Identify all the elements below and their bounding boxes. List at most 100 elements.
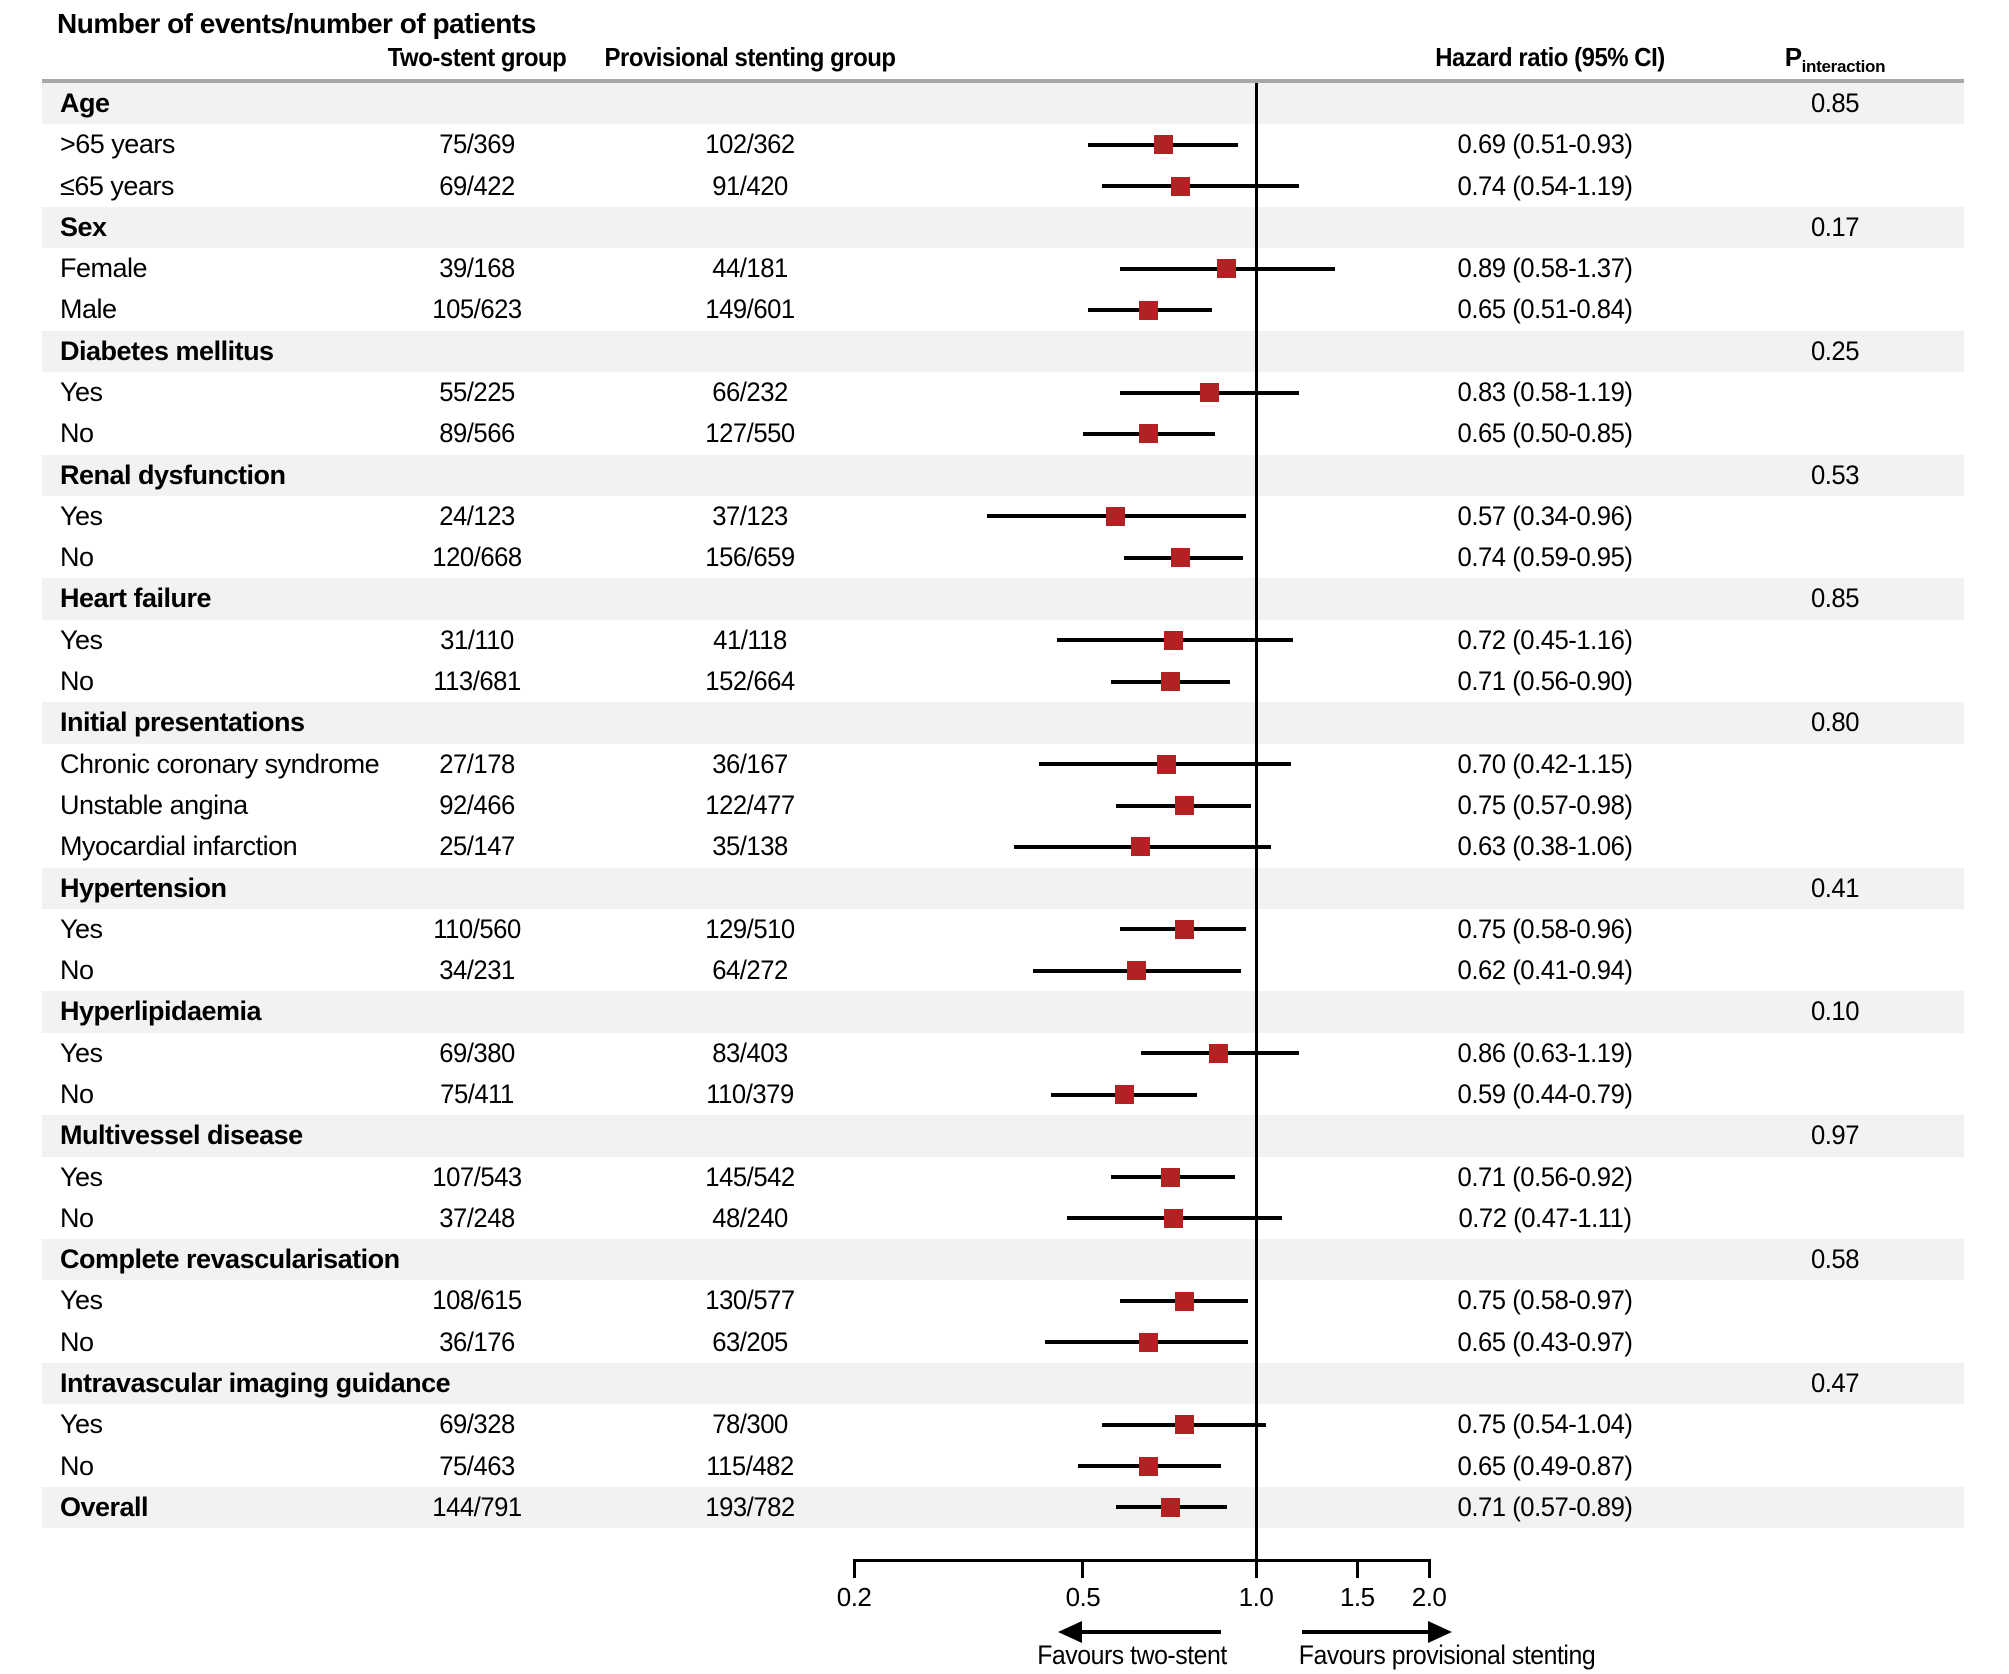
hr-marker [1174, 1415, 1194, 1435]
two-stent-value: 69/422 [439, 170, 515, 201]
left-arrow-icon [1058, 1621, 1082, 1643]
two-stent-value: 113/681 [433, 666, 521, 697]
provisional-value: 91/420 [712, 170, 788, 201]
two-stent-value: 27/178 [439, 748, 515, 779]
row-label: Yes [60, 377, 103, 408]
row-label: >65 years [60, 129, 175, 160]
x-axis-tick [852, 1559, 856, 1578]
two-stent-value: 75/411 [440, 1078, 514, 1109]
column-header-provisional: Provisional stenting group [604, 42, 896, 72]
provisional-value: 35/138 [712, 831, 788, 862]
row-label: No [60, 542, 94, 573]
row-band [42, 1486, 1964, 1529]
two-stent-value: 75/369 [439, 129, 515, 160]
row-label: Hyperlipidaemia [60, 996, 262, 1027]
hazard-ratio-text: 0.70 (0.42-1.15) [1457, 748, 1633, 779]
hazard-ratio-text: 0.62 (0.41-0.94) [1457, 955, 1633, 986]
column-header-hazard-ratio: Hazard ratio (95% CI) [1435, 42, 1665, 72]
table-row: Female 39/168 44/181 0.89 (0.58-1.37) [0, 248, 2009, 289]
column-header-p-interaction: Pinteraction [1784, 42, 1886, 77]
row-label: Diabetes mellitus [60, 335, 274, 366]
row-label: Initial presentations [60, 707, 305, 738]
row-label: Male [60, 294, 117, 325]
row-band [42, 330, 1964, 373]
hr-marker [1164, 1208, 1184, 1228]
two-stent-value: 75/463 [439, 1450, 515, 1481]
row-label: Hypertension [60, 872, 227, 903]
provisional-value: 149/601 [705, 294, 795, 325]
provisional-value: 110/379 [706, 1078, 794, 1109]
table-row: Renal dysfunction 0.53 [0, 454, 2009, 496]
two-stent-value: 120/668 [432, 542, 522, 573]
provisional-value: 127/550 [705, 418, 795, 449]
provisional-value: 102/362 [705, 129, 795, 160]
row-band [42, 83, 1964, 125]
hr-marker [1174, 1291, 1194, 1311]
hazard-ratio-text: 0.83 (0.58-1.19) [1457, 377, 1633, 408]
column-header-two-stent: Two-stent group [387, 42, 567, 72]
row-label: Complete revascularisation [60, 1244, 400, 1275]
hazard-ratio-text: 0.71 (0.56-0.92) [1457, 1161, 1633, 1192]
left-arrow-shaft [1080, 1630, 1221, 1634]
provisional-value: 129/510 [705, 913, 795, 944]
row-label: Age [60, 88, 110, 118]
hr-marker [1138, 1456, 1158, 1476]
provisional-value: 115/482 [706, 1450, 794, 1481]
hazard-ratio-text: 0.75 (0.57-0.98) [1457, 789, 1633, 820]
p-interaction-value: 0.17 [1810, 211, 1860, 242]
hr-marker [1217, 259, 1237, 279]
p-interaction-value: 0.85 [1810, 88, 1860, 118]
p-interaction-value: 0.25 [1810, 335, 1860, 366]
p-interaction-value: 0.80 [1810, 707, 1860, 738]
two-stent-value: 37/248 [439, 1202, 515, 1233]
table-row: No 36/176 63/205 0.65 (0.43-0.97) [0, 1322, 2009, 1363]
two-stent-value: 108/615 [432, 1285, 522, 1316]
two-stent-value: 69/328 [439, 1409, 515, 1440]
row-band [42, 1115, 1964, 1157]
table-row: Overall 144/791 193/782 0.71 (0.57-0.89) [0, 1486, 2009, 1529]
provisional-value: 64/272 [712, 955, 788, 986]
hr-marker [1171, 548, 1191, 568]
hr-marker [1138, 300, 1158, 320]
two-stent-value: 36/176 [439, 1326, 515, 1357]
p-interaction-value: 0.41 [1810, 872, 1860, 903]
row-band [42, 206, 1964, 249]
row-label: Myocardial infarction [60, 831, 298, 862]
x-axis-tick [1254, 1559, 1258, 1578]
table-row: Yes 55/225 66/232 0.83 (0.58-1.19) [0, 372, 2009, 413]
hazard-ratio-text: 0.65 (0.49-0.87) [1457, 1450, 1633, 1481]
provisional-value: 145/542 [705, 1161, 795, 1192]
provisional-value: 41/118 [713, 624, 787, 655]
row-label: No [60, 955, 94, 986]
reference-line-hr-1 [1254, 83, 1258, 1577]
hr-marker [1199, 383, 1219, 403]
hazard-ratio-text: 0.63 (0.38-1.06) [1457, 831, 1633, 862]
hr-marker [1160, 672, 1180, 692]
provisional-value: 156/659 [705, 542, 795, 573]
hazard-ratio-text: 0.75 (0.54-1.04) [1457, 1409, 1633, 1440]
table-row: Yes 69/380 83/403 0.86 (0.63-1.19) [0, 1033, 2009, 1074]
provisional-value: 37/123 [712, 500, 788, 531]
row-band [42, 1239, 1964, 1281]
table-row: Myocardial infarction 25/147 35/138 0.63 (0… [0, 826, 2009, 867]
provisional-value: 63/205 [712, 1326, 788, 1357]
table-row: Initial presentations 0.80 [0, 702, 2009, 744]
two-stent-value: 24/123 [439, 500, 515, 531]
row-label: Yes [60, 913, 103, 944]
row-label: Overall [60, 1491, 149, 1522]
hazard-ratio-text: 0.74 (0.59-0.95) [1457, 542, 1633, 573]
row-label: Unstable angina [60, 789, 248, 820]
hazard-ratio-text: 0.72 (0.47-1.11) [1458, 1202, 1632, 1233]
hazard-ratio-text: 0.59 (0.44-0.79) [1457, 1078, 1633, 1109]
hazard-ratio-text: 0.75 (0.58-0.97) [1457, 1285, 1633, 1316]
row-band [42, 454, 1964, 496]
table-row: Hyperlipidaemia 0.10 [0, 991, 2009, 1033]
p-label: P [1784, 42, 1802, 72]
provisional-value: 193/782 [705, 1491, 795, 1522]
two-stent-value: 107/543 [432, 1161, 522, 1192]
provisional-value: 152/664 [705, 666, 795, 697]
p-interaction-value: 0.10 [1810, 996, 1860, 1027]
row-label: Yes [60, 500, 103, 531]
row-label: Female [60, 253, 148, 284]
table-row: Yes 108/615 130/577 0.75 (0.58-0.97) [0, 1280, 2009, 1321]
